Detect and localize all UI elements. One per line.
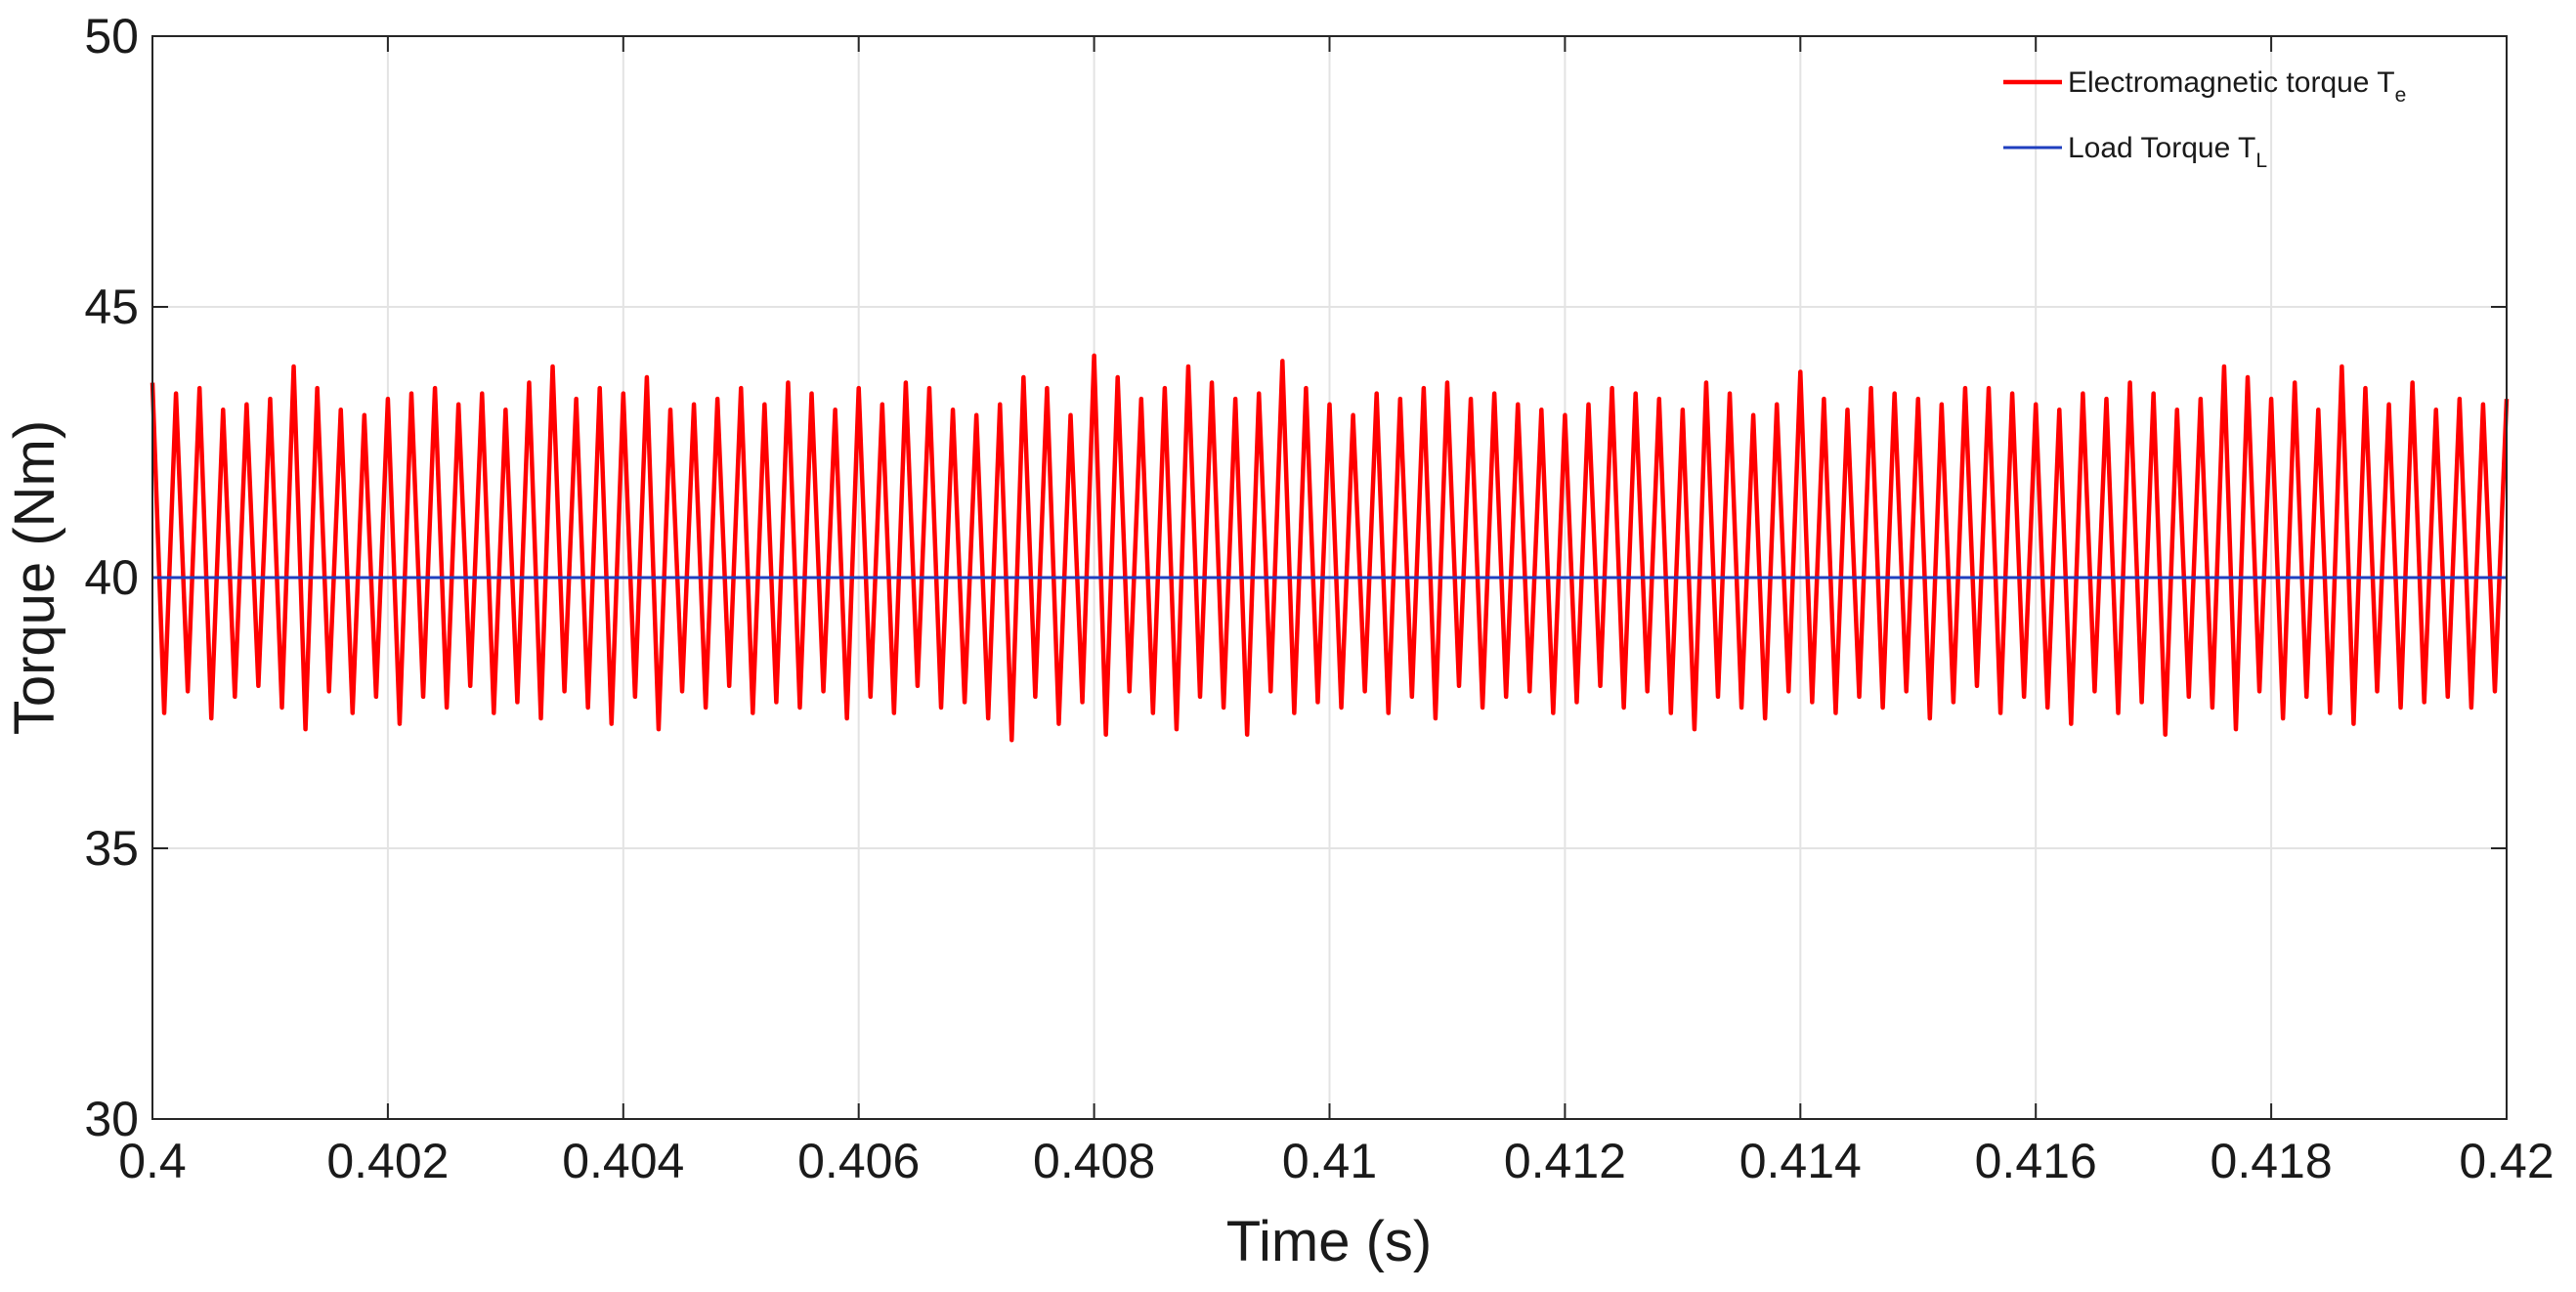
x-tick-label: 0.41 [1282, 1134, 1377, 1188]
x-tick-label: 0.418 [2211, 1134, 2333, 1188]
x-tick-label: 0.414 [1739, 1134, 1862, 1188]
x-tick-label: 0.412 [1504, 1134, 1626, 1188]
y-tick-label: 45 [84, 280, 139, 334]
x-tick-label: 0.42 [2459, 1134, 2554, 1188]
legend-label: Load Torque TL [2068, 132, 2267, 172]
y-tick-label: 30 [84, 1092, 139, 1146]
legend-text: Electromagnetic torque T [2068, 66, 2395, 99]
axes-box [151, 35, 2508, 1120]
x-tick-label: 0.406 [797, 1134, 920, 1188]
data-line [150, 353, 2510, 743]
x-tick-label: 0.408 [1033, 1134, 1155, 1188]
legend-text: Load Torque T [2068, 132, 2255, 164]
y-axis-label: Torque (Nm) [3, 420, 66, 735]
x-tick-label: 0.416 [1975, 1134, 2097, 1188]
legend-subscript: e [2395, 84, 2407, 107]
x-tick-label: 0.4 [118, 1134, 187, 1188]
y-tick-label: 35 [84, 821, 139, 876]
x-tick-label: 0.402 [326, 1134, 449, 1188]
y-tick-label: 40 [84, 550, 139, 605]
y-tick-label: 50 [84, 9, 139, 64]
legend-label: Electromagnetic torque Te [2068, 66, 2406, 107]
x-axis-label: Time (s) [1226, 1210, 1432, 1273]
x-tick-label: 0.404 [562, 1134, 684, 1188]
legend-subscript: L [2255, 150, 2267, 172]
